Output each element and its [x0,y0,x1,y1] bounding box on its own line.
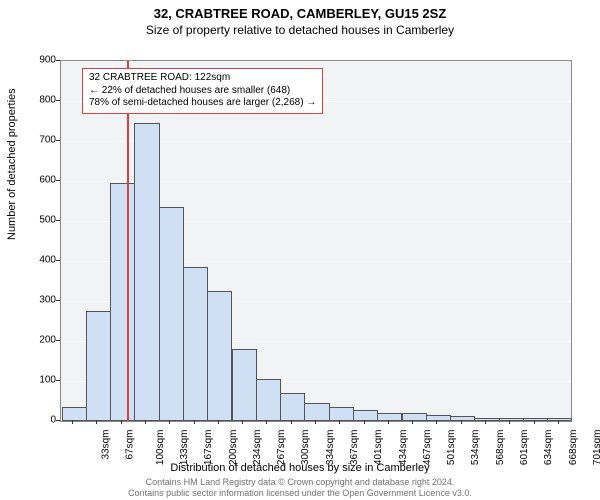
x-tick-mark [461,420,462,424]
x-tick-label: 601sqm [519,430,530,466]
histogram-bar [280,393,305,421]
annotation-line: 78% of semi-detached houses are larger (… [89,97,316,110]
footer-line-1: Contains HM Land Registry data © Crown c… [0,477,600,487]
x-tick-label: 534sqm [471,430,482,466]
histogram-bar [329,407,354,421]
y-tick-label: 600 [16,175,56,186]
histogram-bar [450,416,475,421]
chart-subtitle: Size of property relative to detached ho… [0,23,600,37]
histogram-bar [256,379,281,421]
x-tick-mark [436,420,437,424]
x-tick-label: 234sqm [252,430,263,466]
histogram-bar [377,413,402,421]
x-tick-mark [121,420,122,424]
histogram-bar [183,267,208,421]
footer-attribution: Contains HM Land Registry data © Crown c… [0,477,600,498]
y-tick-label: 800 [16,95,56,106]
x-tick-mark [145,420,146,424]
x-tick-label: 267sqm [276,430,287,466]
y-tick-mark [56,340,60,341]
y-tick-mark [56,100,60,101]
x-tick-mark [388,420,389,424]
histogram-bar [523,418,548,421]
x-tick-label: 100sqm [155,430,166,466]
x-tick-mark [339,420,340,424]
y-tick-label: 100 [16,375,56,386]
y-tick-mark [56,380,60,381]
x-tick-mark [169,420,170,424]
x-tick-label: 634sqm [543,430,554,466]
x-tick-mark [364,420,365,424]
property-marker-line [127,61,129,421]
histogram-bar [353,410,378,421]
x-tick-mark [96,420,97,424]
histogram-bar [426,415,451,421]
x-tick-label: 334sqm [325,430,336,466]
y-tick-label: 900 [16,55,56,66]
x-tick-label: 701sqm [592,430,600,466]
x-tick-mark [218,420,219,424]
x-tick-mark [558,420,559,424]
y-tick-mark [56,420,60,421]
x-tick-label: 200sqm [228,430,239,466]
y-tick-mark [56,140,60,141]
x-tick-mark [72,420,73,424]
x-tick-mark [412,420,413,424]
annotation-box: 32 CRABTREE ROAD: 122sqm← 22% of detache… [82,68,323,114]
histogram-bar [110,183,135,421]
y-tick-mark [56,60,60,61]
x-tick-label: 467sqm [422,430,433,466]
footer-line-2: Contains public sector information licen… [0,488,600,498]
histogram-bar [474,418,499,421]
histogram-bar [207,291,232,421]
x-tick-mark [485,420,486,424]
x-tick-mark [194,420,195,424]
x-tick-label: 33sqm [101,430,112,460]
histogram-bar [499,418,524,421]
y-tick-label: 0 [16,415,56,426]
x-tick-label: 67sqm [125,430,136,460]
y-tick-label: 700 [16,135,56,146]
histogram-bar [62,407,87,421]
x-tick-mark [315,420,316,424]
y-tick-mark [56,300,60,301]
x-tick-label: 167sqm [203,430,214,466]
y-tick-mark [56,180,60,181]
x-tick-label: 300sqm [301,430,312,466]
histogram-bar [232,349,257,421]
y-tick-mark [56,220,60,221]
y-tick-mark [56,260,60,261]
plot-area [60,60,572,422]
histogram-bar [134,123,159,421]
x-tick-label: 668sqm [568,430,579,466]
annotation-line: ← 22% of detached houses are smaller (64… [89,85,316,98]
x-tick-label: 367sqm [349,430,360,466]
x-tick-label: 401sqm [373,430,384,466]
chart-title: 32, CRABTREE ROAD, CAMBERLEY, GU15 2SZ [0,6,600,21]
y-tick-label: 200 [16,335,56,346]
histogram-bar [159,207,184,421]
y-tick-label: 300 [16,295,56,306]
histogram-bar [402,413,427,421]
y-tick-label: 500 [16,215,56,226]
x-tick-mark [534,420,535,424]
histogram-bar [547,418,572,421]
x-tick-label: 434sqm [398,430,409,466]
x-tick-mark [291,420,292,424]
histogram-bar [86,311,111,421]
histogram-bar [304,403,329,421]
x-tick-label: 501sqm [446,430,457,466]
annotation-line: 32 CRABTREE ROAD: 122sqm [89,72,316,85]
chart-container: { "title": "32, CRABTREE ROAD, CAMBERLEY… [0,0,600,500]
x-tick-label: 133sqm [179,430,190,466]
x-tick-mark [242,420,243,424]
x-tick-label: 568sqm [495,430,506,466]
y-tick-label: 400 [16,255,56,266]
x-tick-mark [509,420,510,424]
x-tick-mark [266,420,267,424]
